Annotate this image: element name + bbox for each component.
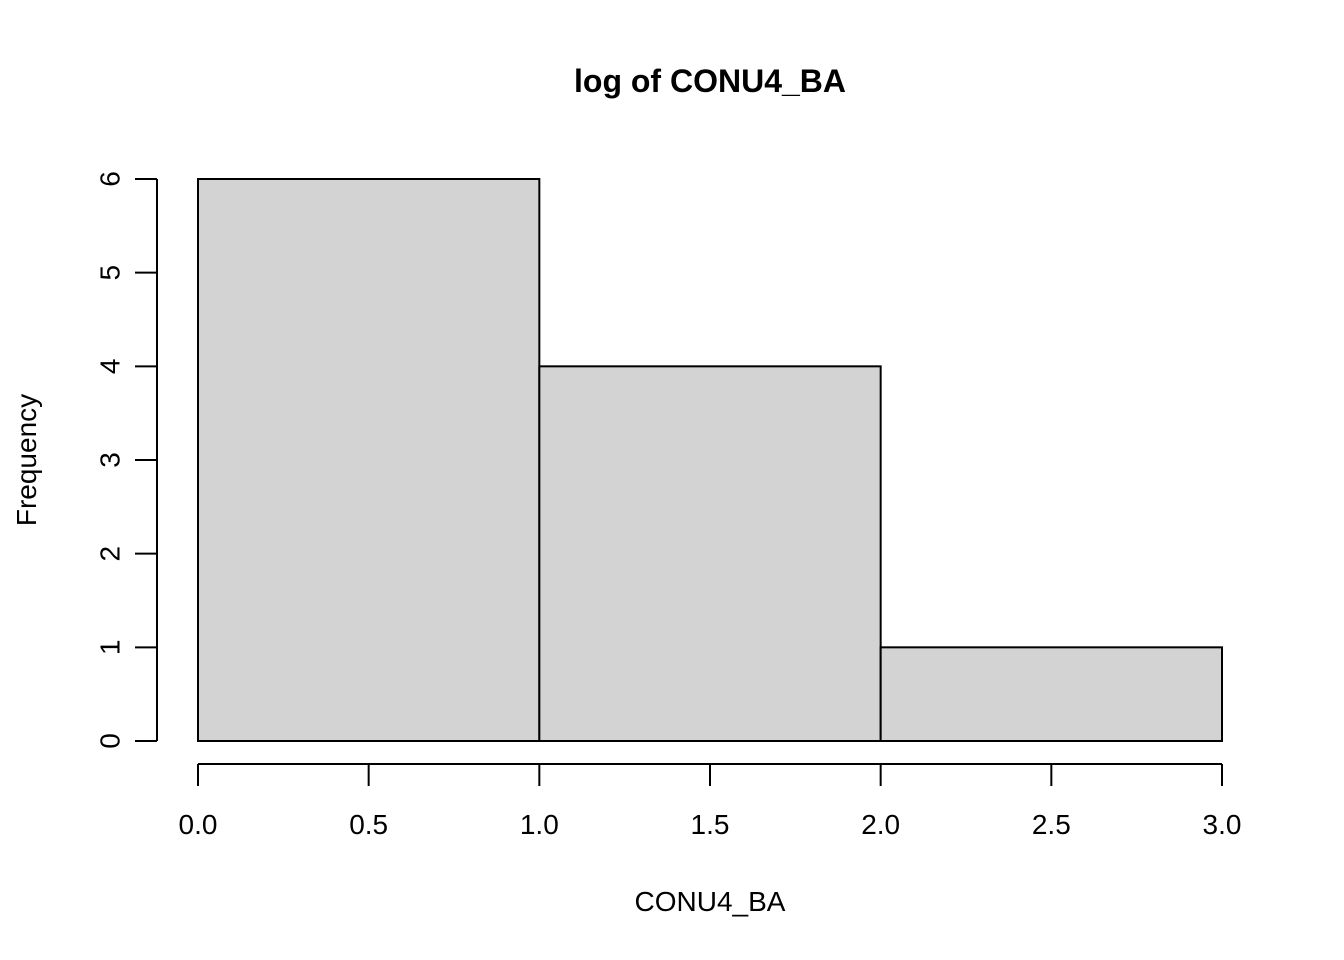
x-tick-label-5: 2.5	[1032, 809, 1071, 840]
chart-title: log of CONU4_BA	[574, 63, 846, 99]
y-tick-label-2: 2	[95, 546, 126, 562]
histogram-bar-0	[197, 178, 541, 742]
x-tick-label-3: 1.5	[691, 809, 730, 840]
x-tick-label-0: 0.0	[179, 809, 218, 840]
histogram-bar-1	[538, 365, 882, 742]
y-tick-label-4: 4	[95, 359, 126, 375]
x-tick-label-4: 2.0	[861, 809, 900, 840]
y-axis: 0 1 2 3 4 5 6	[95, 171, 158, 749]
y-tick-label-6: 6	[95, 171, 126, 187]
histogram-bar-2	[879, 646, 1224, 742]
y-tick-label-0: 0	[95, 733, 126, 749]
y-tick-label-1: 1	[95, 640, 126, 656]
x-axis-label: CONU4_BA	[635, 886, 786, 917]
x-tick-label-2: 1.0	[520, 809, 559, 840]
x-axis: 0.0 0.5 1.0 1.5 2.0 2.5 3.0	[179, 763, 1242, 840]
y-tick-label-5: 5	[95, 265, 126, 281]
y-tick-label-3: 3	[95, 452, 126, 468]
x-tick-label-6: 3.0	[1203, 809, 1242, 840]
bars-group	[197, 178, 1224, 742]
y-axis-label: Frequency	[11, 394, 42, 526]
x-tick-label-1: 0.5	[349, 809, 388, 840]
